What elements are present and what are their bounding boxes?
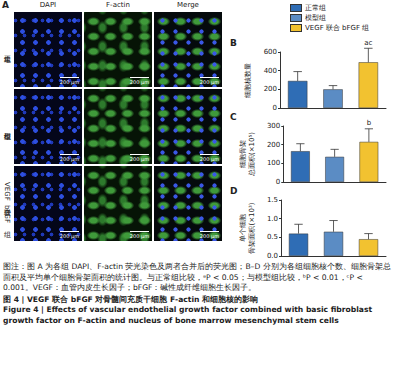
svg-text:600: 600: [264, 48, 277, 56]
svg-text:0.0: 0.0: [267, 252, 278, 260]
html-text:DAPI: DAPI: [39, 1, 57, 9]
html-text:Merge: Merge: [177, 1, 199, 9]
svg-text:总面积(×10⁵): 总面积(×10⁵): [248, 132, 256, 177]
svg-text:200: 200: [264, 85, 277, 93]
svg-text:300: 300: [267, 122, 280, 130]
html-text:D: D: [230, 186, 238, 196]
html-text:200 μm: 200 μm: [129, 233, 149, 239]
html-text:C: C: [230, 112, 237, 122]
html-text:模型组: 模型组: [305, 14, 326, 22]
svg-text:1.5: 1.5: [267, 196, 278, 204]
svg-text:细胞核数量: 细胞核数量: [244, 63, 252, 98]
html-text:VEGF 联合 bFGF 组: VEGF 联合 bFGF 组: [3, 181, 11, 226]
html-text:200 μm: 200 μm: [199, 233, 219, 239]
html-text:A: A: [2, 0, 9, 10]
svg-text:100: 100: [267, 159, 280, 167]
svg-text:骨架面积(×10³): 骨架面积(×10³): [248, 202, 256, 253]
html-text:200 μm: 200 μm: [59, 79, 79, 85]
html-text:模型组: 模型组: [3, 126, 11, 127]
html-text:200 μm: 200 μm: [129, 79, 149, 85]
html-text:200 μm: 200 μm: [129, 156, 149, 162]
svg-text:200: 200: [267, 141, 280, 149]
html-text:正常组: 正常组: [305, 4, 326, 12]
html-text:图注：图 A 为各组 DAPI、F-actin 荧光染色及两: 图注：图 A 为各组 DAPI、F-actin 荧光染色及两者合并后的荧光图；B…: [3, 262, 391, 292]
html-text:图 4 | VEGF 联合 bFGF 对骨髓间充质干细胞 F: 图 4 | VEGF 联合 bFGF 对骨髓间充质干细胞 F-actin 和细胞…: [3, 294, 259, 304]
svg-text:400: 400: [264, 67, 277, 75]
html-text:200 μm: 200 μm: [199, 79, 219, 85]
svg-text:单个细胞: 单个细胞: [239, 214, 247, 242]
svg-text:b: b: [367, 119, 372, 127]
html-text:Figure 4 | Effects of vascular: Figure 4 | Effects of vascular endotheli…: [3, 305, 373, 325]
svg-text:1.0: 1.0: [267, 215, 278, 223]
svg-text:0: 0: [273, 104, 277, 112]
html-text:200 μm: 200 μm: [59, 233, 79, 239]
svg-text:ac: ac: [364, 40, 372, 47]
html-text:F-actin: F-actin: [106, 1, 130, 9]
html-text:200 μm: 200 μm: [59, 156, 79, 162]
svg-text:0.5: 0.5: [267, 233, 278, 241]
html-text:正常组: 正常组: [3, 49, 11, 50]
html-text:200 μm: 200 μm: [199, 156, 219, 162]
svg-text:0: 0: [276, 178, 280, 186]
html-text:VEGF 联合 bFGF 组: VEGF 联合 bFGF 组: [305, 24, 370, 32]
html-text:B: B: [230, 38, 237, 48]
svg-text:细胞骨架: 细胞骨架: [239, 140, 247, 168]
